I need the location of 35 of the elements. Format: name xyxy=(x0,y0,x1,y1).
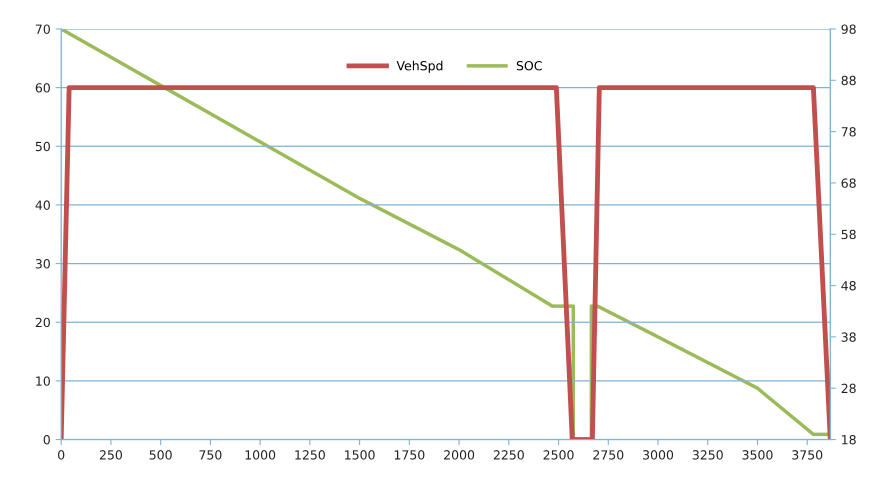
y-tick-label: 0 xyxy=(44,435,50,444)
x-tick-label: 0 xyxy=(58,450,64,460)
x-tick-label: 2500 xyxy=(544,450,574,460)
y2-tick-label: 48 xyxy=(841,281,856,290)
y-tick-label: 10 xyxy=(36,376,50,386)
y-tick-label: 50 xyxy=(36,142,50,152)
x-tick-label: 2750 xyxy=(593,450,624,460)
x-tick-label: 3250 xyxy=(692,450,723,460)
y-tick-label: 60 xyxy=(36,83,50,93)
x-tick-label: 3000 xyxy=(643,450,674,460)
y2-tick-label: 58 xyxy=(842,230,856,240)
legend-label: VehSpd xyxy=(396,60,442,73)
y-tick-label: 40 xyxy=(35,200,50,210)
legend-label: SOC xyxy=(516,60,542,70)
y2-tick-label: 28 xyxy=(842,384,856,394)
y2-tick-label: 18 xyxy=(842,435,856,444)
y2-tick-label: 88 xyxy=(842,76,856,86)
y2-tick-label: 38 xyxy=(842,332,856,342)
x-tick-label: 2250 xyxy=(494,450,524,460)
x-tick-label: 250 xyxy=(100,450,122,460)
y-tick-label: 20 xyxy=(36,318,50,328)
x-tick-label: 2000 xyxy=(444,450,474,460)
y2-tick-label: 78 xyxy=(842,127,856,137)
x-tick-label: 1500 xyxy=(345,450,375,460)
x-tick-label: 1000 xyxy=(246,450,276,460)
x-tick-label: 1750 xyxy=(394,450,424,460)
y-tick-label: 70 xyxy=(36,24,50,34)
x-tick-label: 3750 xyxy=(792,450,822,460)
x-tick-label: 750 xyxy=(199,450,222,460)
x-tick-label: 1250 xyxy=(295,450,325,460)
y2-tick-label: 68 xyxy=(842,178,856,188)
x-tick-label: 500 xyxy=(150,450,172,460)
x-tick-label: 3500 xyxy=(742,450,773,460)
y2-tick-label: 98 xyxy=(842,24,856,34)
y-tick-label: 30 xyxy=(36,259,50,269)
